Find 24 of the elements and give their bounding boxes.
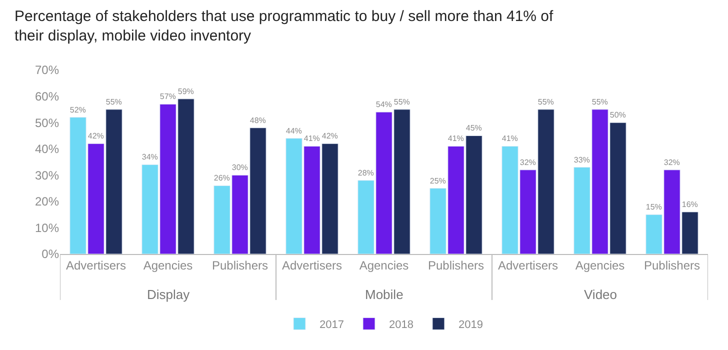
y-tick-label: 70%	[34, 63, 60, 78]
chart-title: Percentage of stakeholders that use programmatic to buy / sell more than 41% of their display, mobile video inventory	[14, 8, 554, 44]
y-tick-label: 40%	[34, 142, 60, 156]
x-tick-label: Publishers	[428, 258, 484, 272]
y-tick-label: 60%	[34, 89, 60, 104]
legend-label: 2018	[388, 318, 414, 331]
y-tick-label: 30%	[34, 168, 60, 182]
x-tick-label: Agencies	[575, 258, 625, 272]
legend-label: 2019	[458, 318, 483, 331]
x-tick-label: Advertisers	[282, 258, 342, 272]
x-tick-label: Advertisers	[498, 258, 558, 272]
x-tick-label: Publishers	[644, 258, 700, 272]
y-tick-label: 10%	[34, 220, 60, 235]
y-tick-label: 50%	[34, 116, 60, 130]
text: Display	[147, 287, 190, 302]
y-tick-label: 20%	[34, 194, 60, 209]
text: Mobile	[365, 287, 404, 302]
x-tick-label: Publishers	[212, 258, 268, 272]
text: Video	[584, 287, 618, 302]
x-tick-label: Agencies	[359, 258, 409, 272]
x-tick-label: Agencies	[143, 258, 193, 272]
y-tick-label: 0%	[42, 247, 60, 262]
legend-label: 2017	[320, 318, 344, 331]
x-tick-label: Advertisers	[66, 258, 126, 272]
